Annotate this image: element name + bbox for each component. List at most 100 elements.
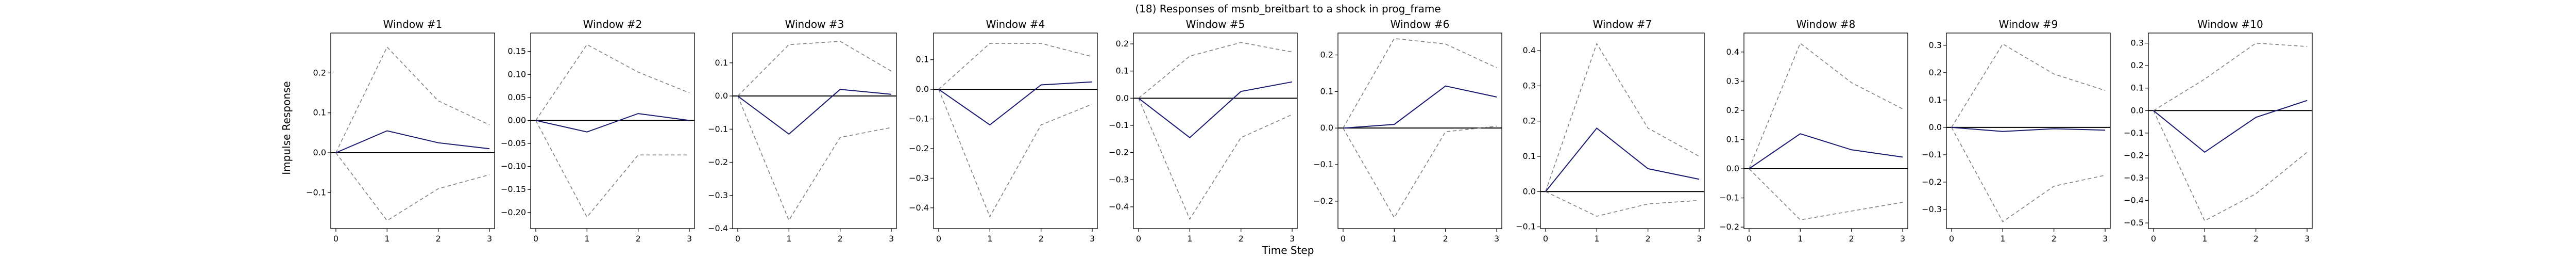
x-tick-label: 2	[1646, 234, 1651, 244]
y-tick-label: 0.1	[313, 108, 326, 118]
y-tick-label: −0.2	[1719, 222, 1739, 232]
y-tick-label: 0.2	[1523, 116, 1536, 126]
lower-bound-line	[1749, 168, 1903, 220]
x-tick-label: 3	[1290, 234, 1295, 244]
x-tick-label: 2	[636, 234, 641, 244]
y-tick-label: −0.4	[708, 223, 728, 233]
lower-bound-line	[1545, 191, 1700, 217]
y-axis-label: Impulse Response	[280, 81, 293, 174]
y-tick-label: −0.1	[1516, 222, 1536, 232]
axes-frame	[2148, 33, 2313, 229]
y-tick-label: −0.1	[1922, 150, 1942, 159]
y-tick-label: 0.0	[1116, 93, 1129, 103]
x-tick-label: 1	[2202, 234, 2207, 244]
x-tick-label: 1	[987, 234, 992, 244]
panel-window-10: Window #10 0 1 2 3 −0.5 −0.4 −0.3 −0.2 −0.1 0.0 0.1…	[2124, 18, 2313, 244]
upper-bound-line	[2153, 42, 2308, 111]
x-tick-label: 0	[735, 234, 740, 244]
lower-bound-line	[1138, 98, 1293, 220]
axes-frame	[1540, 33, 1705, 229]
x-tick-label: 0	[936, 234, 941, 244]
panel-title: Window #3	[785, 18, 844, 30]
y-tick-label: 0.1	[1523, 151, 1536, 161]
x-tick-label: 3	[889, 234, 894, 244]
panel-window-8: Window #8 0 1 2 3 −0.2 −0.1 0.0 0.1 0.2 0.3 0.4	[1719, 18, 1908, 244]
y-tick-label: −0.4	[909, 203, 929, 213]
x-tick-label: 0	[1949, 234, 1954, 244]
y-tick-label: 0.3	[1929, 40, 1942, 50]
y-tick-label: 0.0	[1523, 186, 1536, 196]
y-tick-label: 0.1	[1929, 95, 1942, 105]
response-line	[1749, 133, 1903, 169]
panel-title: Window #6	[1391, 18, 1450, 30]
panel-title: Window #2	[583, 18, 642, 30]
x-axis-label: Time Step	[1262, 244, 1314, 256]
x-tick-label: 3	[1494, 234, 1499, 244]
panel-window-2: Window #2 0 1 2 3 −0.20 −0.15 −0.10 −0.05 0.00 0.0…	[501, 18, 695, 244]
y-tick-label: 0.0	[2131, 105, 2144, 115]
y-tick-label: 0.10	[507, 69, 526, 79]
lower-bound-line	[535, 120, 690, 218]
x-tick-label: 2	[838, 234, 843, 244]
axes-frame	[933, 33, 1098, 229]
y-tick-label: −0.1	[1719, 193, 1739, 203]
y-tick-label: −0.1	[1313, 159, 1333, 169]
axes-frame	[1133, 33, 1298, 229]
x-tick-label: 2	[2052, 234, 2057, 244]
x-tick-label: 3	[2103, 234, 2108, 244]
upper-bound-line	[1343, 38, 1497, 128]
x-tick-label: 0	[1136, 234, 1141, 244]
y-tick-label: −0.1	[909, 114, 929, 124]
x-tick-label: 3	[1090, 234, 1095, 244]
panel-window-9: Window #9 0 1 2 3 −0.3 −0.2 −0.1 0.0 0.1 0.2 0.3	[1922, 18, 2111, 244]
x-tick-label: 2	[436, 234, 441, 244]
y-tick-label: 0.2	[313, 68, 326, 77]
panel-title: Window #1	[383, 18, 443, 30]
x-tick-label: 1	[2000, 234, 2005, 244]
panel-title: Window #9	[1999, 18, 2058, 30]
x-tick-label: 0	[533, 234, 538, 244]
response-line	[1545, 127, 1700, 192]
y-tick-label: 0.2	[1116, 39, 1129, 49]
y-tick-label: 0.15	[507, 46, 526, 56]
y-tick-label: −0.20	[501, 207, 526, 217]
x-tick-label: 0	[1543, 234, 1548, 244]
response-line	[535, 113, 690, 133]
y-tick-label: 0.3	[1523, 80, 1536, 90]
y-tick-label: −0.1	[1109, 120, 1129, 130]
y-tick-label: 0.0	[1929, 122, 1942, 132]
lower-bound-line	[1951, 127, 2106, 222]
x-tick-label: 1	[786, 234, 791, 244]
x-tick-label: 3	[1900, 234, 1905, 244]
panel-title: Window #4	[986, 18, 1045, 30]
response-line	[737, 89, 892, 135]
x-tick-label: 3	[487, 234, 492, 244]
y-tick-label: 0.3	[1726, 76, 1739, 86]
upper-bound-line	[938, 43, 1093, 90]
y-tick-label: −0.3	[1922, 204, 1942, 214]
response-line	[2153, 100, 2308, 153]
x-tick-label: 3	[687, 234, 692, 244]
response-line	[1138, 81, 1293, 139]
y-tick-label: 0.1	[2131, 83, 2144, 93]
y-tick-label: −0.2	[1109, 148, 1129, 157]
axes-frame	[330, 33, 495, 229]
panel-window-3: Window #3 0 1 2 3 −0.4 −0.3 −0.2 −0.1 0.0 0.1	[708, 18, 897, 244]
y-tick-label: 0.2	[1320, 50, 1333, 60]
x-tick-label: 1	[1594, 234, 1599, 244]
x-tick-label: 2	[2253, 234, 2259, 244]
y-tick-label: 0.1	[1726, 134, 1739, 144]
y-tick-label: 0.1	[916, 55, 929, 64]
response-line	[1951, 126, 2106, 132]
y-tick-label: −0.5	[2124, 218, 2144, 228]
response-line	[335, 130, 490, 153]
y-tick-label: 0.1	[1320, 86, 1333, 96]
panel-window-6: Window #6 0 1 2 3 −0.2 −0.1 0.0 0.1 0.2	[1313, 18, 1502, 244]
y-tick-label: −0.05	[501, 138, 526, 148]
y-tick-label: −0.3	[909, 173, 929, 183]
y-tick-label: 0.2	[1929, 68, 1942, 77]
lower-bound-line	[335, 152, 490, 221]
panel-window-4: Window #4 0 1 2 3 −0.4 −0.3 −0.2 −0.1 0.0 0.1	[909, 18, 1098, 244]
y-tick-label: 0.1	[1116, 66, 1129, 76]
panel-title: Window #7	[1593, 18, 1652, 30]
